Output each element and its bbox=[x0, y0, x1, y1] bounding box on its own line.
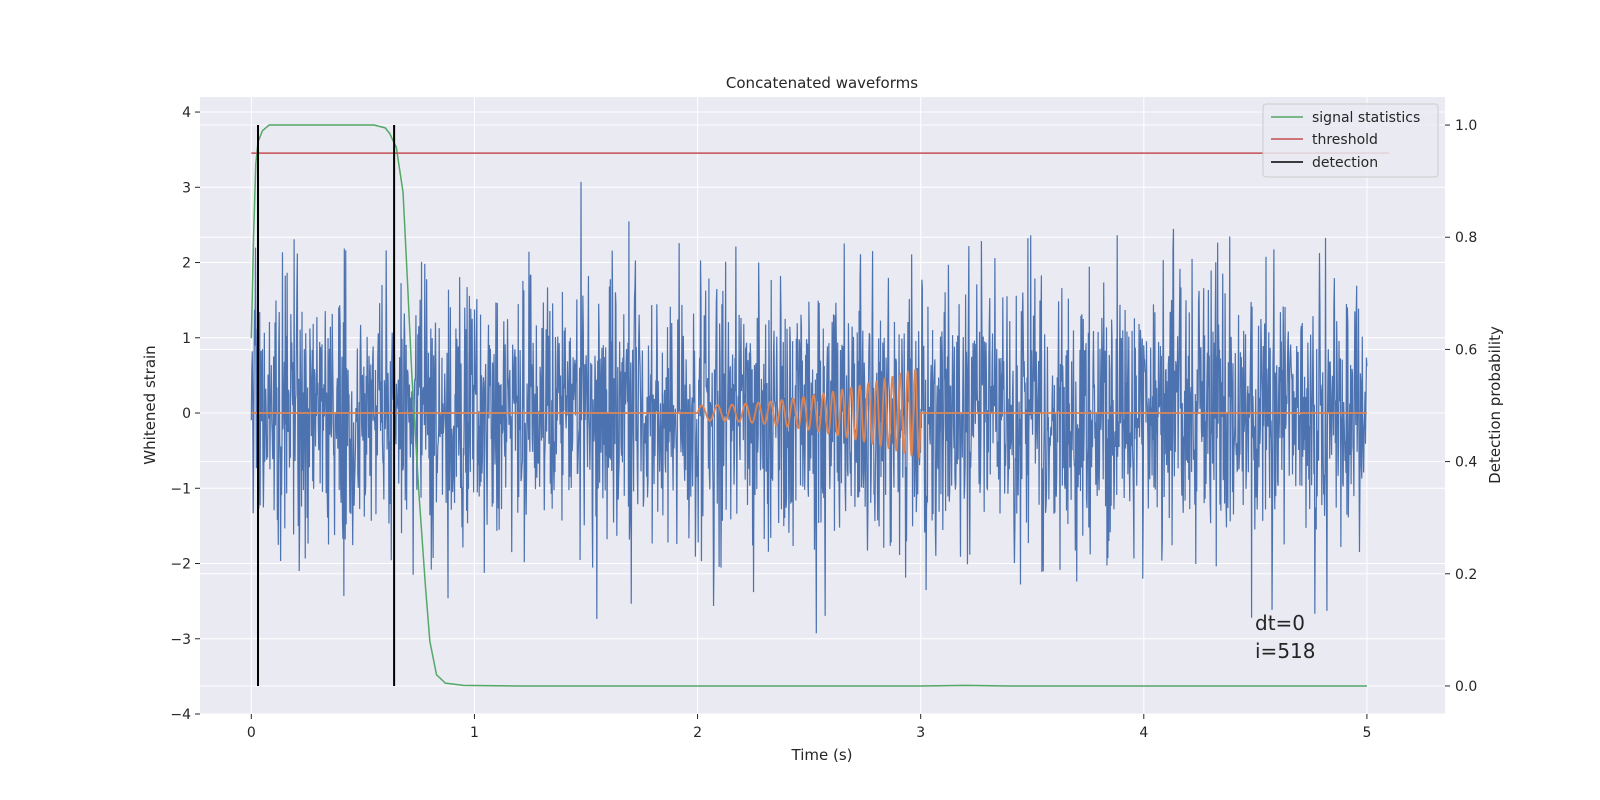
series-whitened-strain bbox=[250, 181, 1368, 634]
chart-title: Concatenated waveforms bbox=[726, 74, 918, 92]
legend-box bbox=[1262, 103, 1439, 178]
y-axis-right-label: Detection probability bbox=[1486, 326, 1504, 484]
legend-label-detection: detection bbox=[1312, 155, 1378, 171]
legend: signal statistics threshold detection bbox=[1262, 103, 1439, 178]
y-tick-label: −3 bbox=[170, 632, 191, 648]
y-right-tick-label: 0.8 bbox=[1455, 230, 1477, 246]
y-tick-label: −1 bbox=[170, 481, 191, 497]
y-tick-label: 2 bbox=[182, 256, 191, 272]
y-tick-label: 4 bbox=[182, 105, 191, 121]
series-signal-statistics bbox=[250, 124, 1367, 687]
x-tick-label: 4 bbox=[1139, 725, 1148, 741]
annotation-dt: dt=0 bbox=[1255, 611, 1305, 635]
y-axis-label: Whitened strain bbox=[141, 345, 159, 464]
x-tick-label: 2 bbox=[693, 725, 702, 741]
x-tick-label: 3 bbox=[916, 725, 925, 741]
y-right-tick-label: 0.4 bbox=[1455, 455, 1477, 471]
y-tick-label: −4 bbox=[170, 707, 191, 723]
y-right-tick-label: 1.0 bbox=[1455, 118, 1477, 134]
x-tick-label: 1 bbox=[470, 725, 479, 741]
y-right-tick-label: 0.6 bbox=[1455, 342, 1477, 358]
y-tick-label: 0 bbox=[182, 406, 191, 422]
legend-label-threshold: threshold bbox=[1312, 132, 1378, 148]
y-right-tick-label: 0.2 bbox=[1455, 567, 1477, 583]
data-layer bbox=[250, 124, 1390, 687]
ticks: 0 1 2 3 4 5 −4 −3 −2 −1 0 1 2 3 4 0.0 0.2 0.4 0.6 0.8 1.0 bbox=[170, 105, 1477, 741]
y-right-tick-label: 0.0 bbox=[1455, 679, 1477, 695]
x-tick-label: 5 bbox=[1362, 725, 1371, 741]
x-axis-label: Time (s) bbox=[791, 746, 853, 764]
y-tick-label: 1 bbox=[182, 331, 191, 347]
legend-label-signal-statistics: signal statistics bbox=[1312, 110, 1420, 126]
annotation-i: i=518 bbox=[1255, 639, 1316, 663]
annotations: dt=0 i=518 bbox=[1255, 611, 1316, 663]
x-tick-label: 0 bbox=[247, 725, 256, 741]
y-tick-label: 3 bbox=[182, 180, 191, 196]
series-injected-signal bbox=[251, 368, 1367, 460]
y-tick-label: −2 bbox=[170, 557, 191, 573]
